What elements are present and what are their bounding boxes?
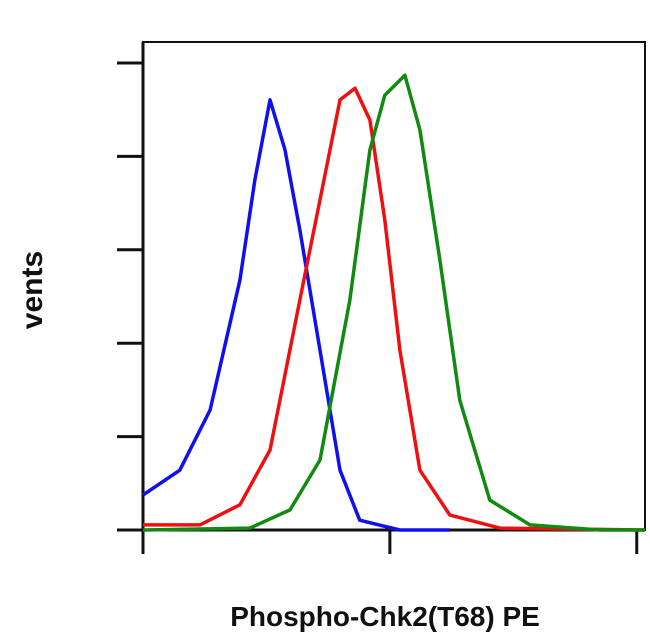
histogram-line xyxy=(142,98,450,532)
y-axis-label: vents xyxy=(16,251,49,329)
x-axis-label: Phospho-Chk2(T68) PE xyxy=(230,601,540,632)
histogram-line xyxy=(143,86,646,532)
histogram-line xyxy=(142,73,645,532)
